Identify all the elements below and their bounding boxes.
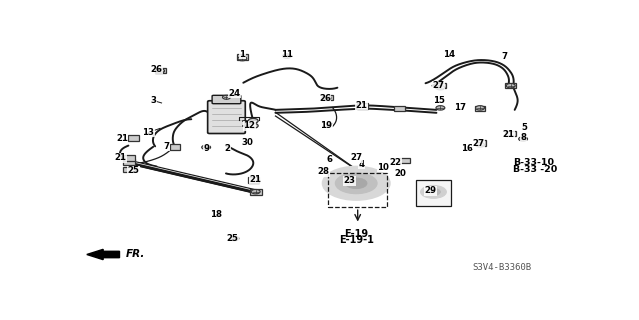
Bar: [394, 106, 404, 111]
Circle shape: [335, 173, 377, 194]
Text: 14: 14: [443, 50, 455, 59]
Bar: [399, 158, 410, 163]
Circle shape: [519, 137, 528, 141]
Text: 21: 21: [116, 134, 128, 143]
Bar: [505, 131, 516, 136]
Text: 5: 5: [521, 123, 528, 132]
Text: 16: 16: [461, 144, 473, 153]
Text: 1: 1: [240, 50, 245, 59]
FancyBboxPatch shape: [208, 101, 245, 133]
Text: 7: 7: [502, 52, 508, 61]
Text: 6: 6: [327, 155, 333, 164]
Text: 8: 8: [520, 133, 526, 142]
Polygon shape: [87, 249, 119, 260]
Text: 2: 2: [224, 144, 231, 153]
Bar: [124, 155, 135, 161]
Circle shape: [420, 186, 447, 198]
Bar: [169, 144, 180, 149]
Bar: [475, 106, 486, 111]
Text: 17: 17: [454, 103, 466, 112]
Circle shape: [282, 54, 291, 58]
Text: 28: 28: [318, 167, 330, 176]
Text: 7: 7: [164, 142, 169, 151]
Circle shape: [222, 95, 231, 99]
Bar: [123, 159, 135, 164]
Circle shape: [427, 188, 440, 195]
Text: 15: 15: [433, 96, 445, 105]
Text: 26: 26: [319, 93, 331, 102]
Text: 21: 21: [250, 175, 262, 184]
Text: 3: 3: [150, 96, 156, 105]
Text: 9: 9: [203, 144, 209, 153]
Bar: [328, 173, 387, 207]
Text: FR.: FR.: [125, 250, 145, 260]
Text: 27: 27: [472, 139, 484, 148]
Text: 18: 18: [210, 210, 222, 219]
Circle shape: [156, 69, 165, 73]
Text: 10: 10: [377, 163, 389, 172]
Text: B-33-10: B-33-10: [513, 157, 554, 167]
Text: 20: 20: [395, 169, 406, 178]
Bar: [128, 135, 139, 141]
Bar: [123, 166, 135, 172]
Bar: [435, 83, 446, 88]
Circle shape: [475, 143, 484, 147]
Text: 11: 11: [281, 50, 293, 59]
Text: 19: 19: [321, 121, 332, 130]
FancyBboxPatch shape: [212, 95, 241, 104]
Circle shape: [249, 118, 258, 123]
Bar: [237, 54, 248, 60]
Text: 21: 21: [114, 153, 127, 163]
Bar: [505, 83, 516, 88]
Circle shape: [346, 178, 367, 189]
Circle shape: [238, 56, 247, 61]
Bar: [357, 103, 367, 109]
Circle shape: [251, 189, 260, 194]
Circle shape: [436, 85, 445, 90]
Text: 29: 29: [424, 186, 436, 195]
Text: 22: 22: [390, 157, 402, 167]
Bar: [322, 95, 333, 100]
Text: 24: 24: [228, 89, 240, 98]
Text: 25: 25: [226, 234, 238, 243]
Text: 27: 27: [350, 153, 362, 163]
Circle shape: [202, 145, 211, 149]
Bar: [248, 177, 259, 183]
Text: 25: 25: [127, 166, 139, 175]
Text: E-19-1: E-19-1: [339, 235, 374, 245]
Circle shape: [436, 106, 445, 110]
Text: 21: 21: [355, 101, 367, 110]
Text: S3V4-B3360B: S3V4-B3360B: [472, 262, 532, 272]
Text: 26: 26: [151, 65, 163, 74]
Bar: [250, 189, 261, 195]
Text: 23: 23: [344, 176, 356, 185]
Text: 4: 4: [358, 160, 364, 169]
Text: B-33 -20: B-33 -20: [513, 165, 557, 174]
Text: 30: 30: [242, 138, 253, 147]
Text: 12: 12: [243, 121, 255, 130]
Circle shape: [475, 106, 484, 110]
Text: E-19: E-19: [344, 228, 368, 238]
Circle shape: [230, 236, 239, 241]
Circle shape: [249, 123, 258, 128]
Text: 21: 21: [502, 130, 514, 139]
Bar: [415, 180, 451, 206]
Text: 13: 13: [142, 128, 154, 137]
Circle shape: [323, 166, 390, 200]
Circle shape: [506, 84, 515, 88]
Bar: [475, 140, 486, 146]
Bar: [155, 68, 166, 73]
Circle shape: [322, 96, 331, 100]
Text: 27: 27: [433, 81, 445, 90]
